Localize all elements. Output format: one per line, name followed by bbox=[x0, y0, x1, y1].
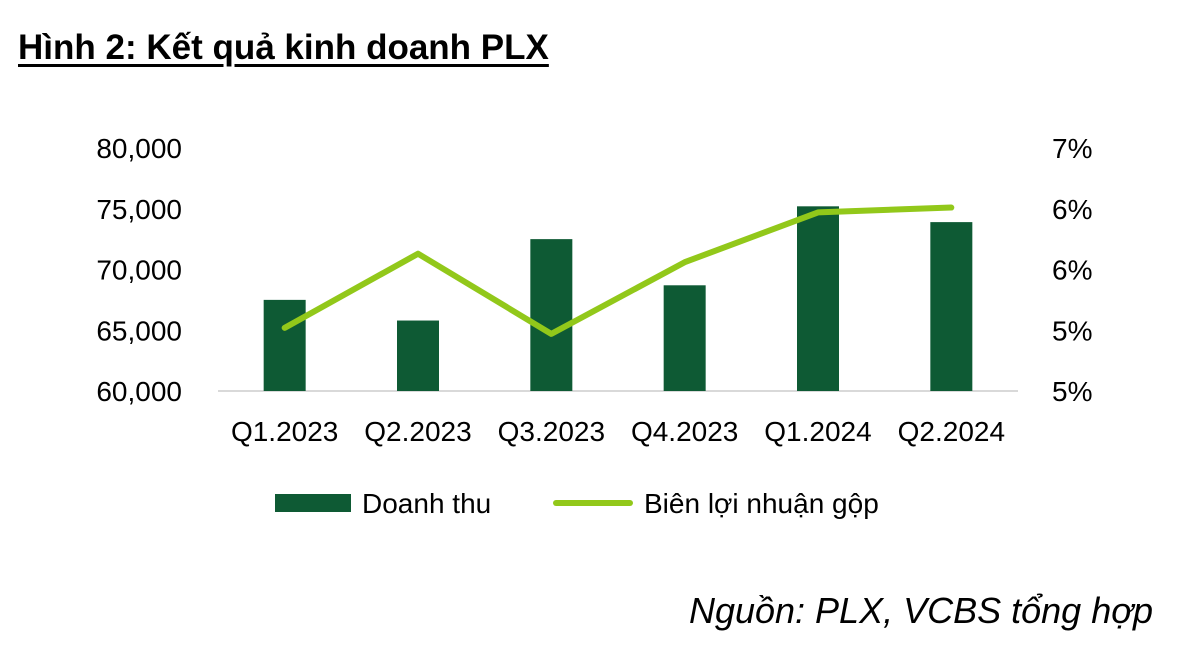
left-tick-label: 60,000 bbox=[96, 376, 182, 407]
legend-swatch-revenue bbox=[275, 494, 351, 512]
legend-label-revenue: Doanh thu bbox=[362, 488, 491, 519]
x-axis-labels: Q1.2023 Q2.2023 Q3.2023 Q4.2023 Q1.2024 Q2.20… bbox=[231, 416, 1005, 447]
bar-q2-2024 bbox=[930, 222, 973, 391]
x-tick-label: Q1.2023 bbox=[231, 416, 338, 447]
source-note: Nguồn: PLX, VCBS tổng hợp bbox=[688, 590, 1153, 631]
right-tick-label: 6% bbox=[1052, 255, 1092, 286]
right-tick-label: 5% bbox=[1052, 376, 1092, 407]
right-tick-label: 6% bbox=[1052, 194, 1092, 225]
legend: Doanh thu Biên lợi nhuận gộp bbox=[275, 488, 879, 519]
line-series bbox=[281, 204, 955, 337]
bar-q3-2023 bbox=[530, 239, 573, 391]
right-tick-label: 7% bbox=[1052, 133, 1092, 164]
bar-q1-2023 bbox=[263, 299, 306, 391]
left-tick-label: 65,000 bbox=[96, 315, 182, 346]
right-tick-label: 5% bbox=[1052, 315, 1092, 346]
x-tick-label: Q2.2023 bbox=[364, 416, 471, 447]
bar-q1-2024 bbox=[797, 206, 839, 391]
x-tick-label: Q3.2023 bbox=[498, 416, 605, 447]
chart: 80,000 75,000 70,000 65,000 60,000 7% 6% 6% 5% 5… bbox=[96, 133, 1092, 519]
left-tick-label: 80,000 bbox=[96, 133, 182, 164]
legend-label-margin: Biên lợi nhuận gộp bbox=[644, 488, 879, 519]
x-tick-label: Q2.2024 bbox=[898, 416, 1005, 447]
bar-series bbox=[263, 206, 973, 391]
right-axis-ticks: 7% 6% 6% 5% 5% bbox=[1052, 133, 1092, 407]
x-tick-label: Q1.2024 bbox=[764, 416, 871, 447]
bar-q4-2023 bbox=[663, 285, 706, 391]
x-tick-label: Q4.2023 bbox=[631, 416, 738, 447]
left-tick-label: 70,000 bbox=[96, 255, 182, 286]
left-axis-ticks: 80,000 75,000 70,000 65,000 60,000 bbox=[96, 133, 182, 407]
chart-title: Hình 2: Kết quả kinh doanh PLX bbox=[18, 28, 549, 67]
bar-q2-2023 bbox=[397, 320, 439, 391]
left-tick-label: 75,000 bbox=[96, 194, 182, 225]
